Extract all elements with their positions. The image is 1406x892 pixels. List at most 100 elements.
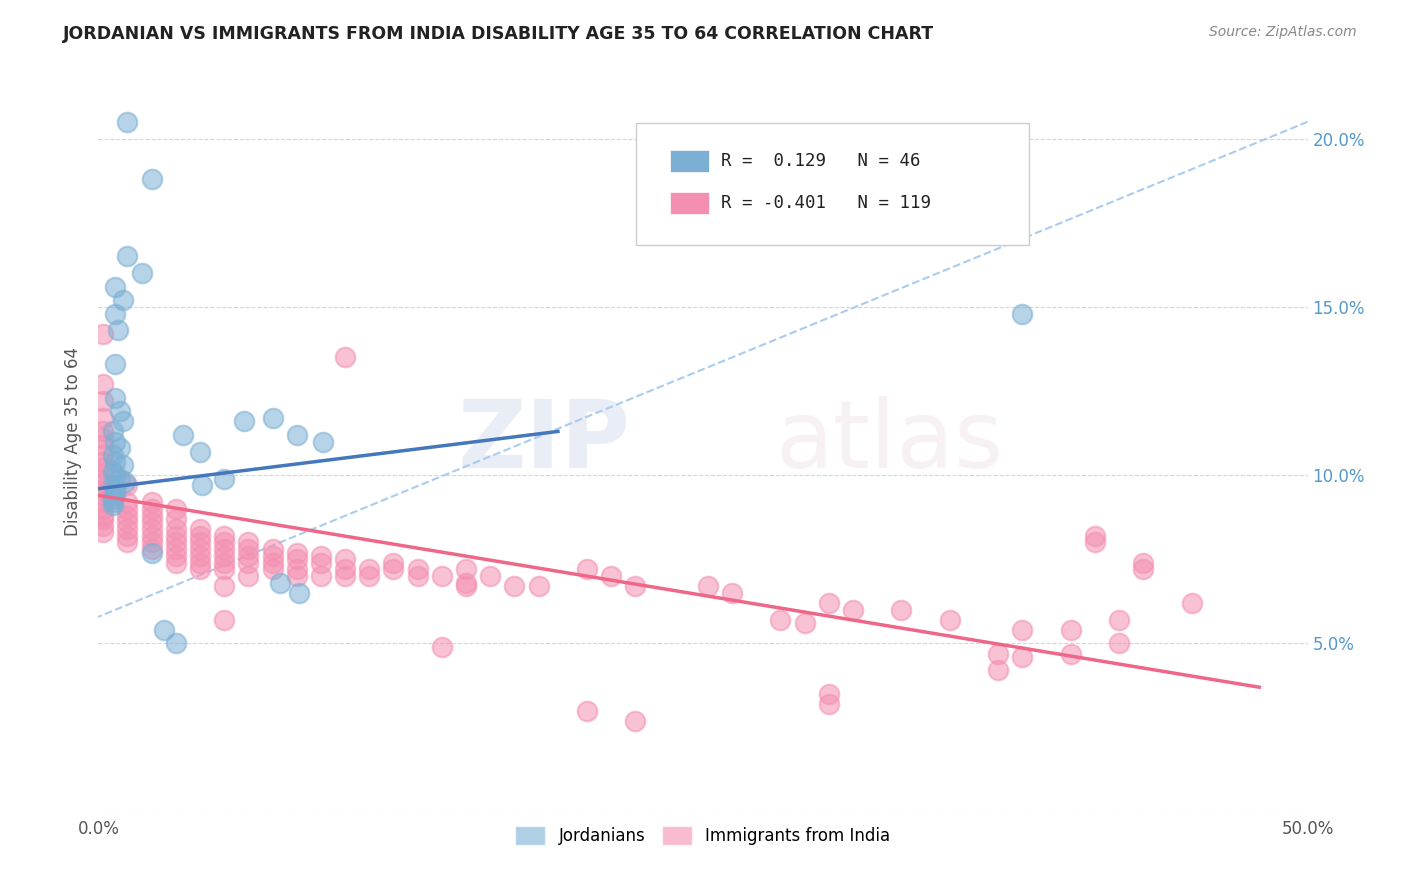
Point (188, 444, 211, 458)
Point (454, 562, 477, 576)
Point (262, 556, 284, 570)
Point (212, 542, 235, 557)
Point (111, 458, 134, 472)
Point (141, 516, 163, 530)
Point (406, 562, 429, 576)
Point (309, 556, 332, 570)
Point (1132, 562, 1154, 576)
Point (479, 569, 502, 583)
Point (721, 586, 744, 600)
Point (817, 697, 839, 711)
Y-axis label: Disability Age 35 to 64: Disability Age 35 to 64 (65, 347, 83, 536)
Point (793, 616, 815, 631)
Point (600, 569, 623, 583)
Point (104, 485, 127, 500)
Point (188, 549, 211, 563)
Point (212, 613, 235, 627)
Point (117, 508, 139, 523)
Point (312, 434, 335, 449)
Point (172, 427, 194, 442)
Point (101, 491, 124, 506)
Point (238, 569, 260, 583)
Point (141, 522, 163, 536)
Point (238, 549, 260, 563)
Point (1108, 613, 1130, 627)
Point (104, 488, 127, 502)
Point (165, 636, 187, 650)
Point (232, 414, 254, 428)
Point (430, 569, 453, 583)
Point (333, 351, 356, 365)
Point (238, 542, 260, 557)
Point (817, 596, 839, 610)
Point (212, 471, 235, 485)
Point (1059, 647, 1081, 661)
Point (101, 448, 124, 462)
Point (91, 394, 114, 409)
Text: ZIP: ZIP (457, 395, 630, 488)
Point (117, 501, 139, 516)
Point (141, 545, 163, 560)
Point (333, 562, 356, 576)
Point (91, 448, 114, 462)
Point (91, 425, 114, 439)
Point (131, 266, 153, 280)
Point (1059, 623, 1081, 637)
Point (503, 579, 526, 593)
Point (91, 455, 114, 469)
Point (575, 562, 598, 576)
Text: JORDANIAN VS IMMIGRANTS FROM INDIA DISABILITY AGE 35 TO 64 CORRELATION CHART: JORDANIAN VS IMMIGRANTS FROM INDIA DISAB… (63, 25, 935, 43)
Point (454, 575, 477, 590)
Point (165, 542, 187, 557)
Point (165, 522, 187, 536)
Point (1011, 307, 1033, 321)
Point (406, 569, 429, 583)
Point (91, 468, 114, 483)
Point (141, 535, 163, 549)
Point (117, 478, 139, 492)
Point (1180, 596, 1202, 610)
Point (91, 512, 114, 526)
Point (359, 562, 381, 576)
Point (91, 461, 114, 475)
Point (91, 431, 114, 445)
Point (117, 249, 139, 264)
Point (1108, 636, 1130, 650)
Point (91, 438, 114, 452)
Bar (671, 192, 709, 214)
Point (117, 535, 139, 549)
Point (101, 465, 124, 479)
Text: atlas: atlas (776, 395, 1004, 488)
Point (269, 575, 291, 590)
Point (91, 411, 114, 425)
Point (212, 579, 235, 593)
Point (101, 425, 124, 439)
Point (285, 552, 308, 566)
Point (91, 482, 114, 496)
Point (285, 545, 308, 560)
Point (108, 442, 131, 456)
Point (107, 324, 129, 338)
Point (212, 562, 235, 576)
Point (890, 603, 912, 617)
Point (817, 687, 839, 701)
Point (333, 569, 356, 583)
Point (141, 501, 163, 516)
Point (141, 542, 163, 557)
Point (165, 512, 187, 526)
Point (309, 569, 332, 583)
Point (91, 508, 114, 523)
Point (842, 603, 865, 617)
Point (987, 664, 1010, 678)
Point (141, 529, 163, 543)
Point (288, 586, 311, 600)
Point (111, 293, 134, 308)
Point (104, 391, 127, 405)
Point (117, 115, 139, 129)
Point (191, 478, 214, 492)
Point (188, 522, 211, 536)
Point (575, 704, 598, 718)
Point (987, 647, 1010, 661)
Point (769, 613, 792, 627)
Point (188, 542, 211, 557)
